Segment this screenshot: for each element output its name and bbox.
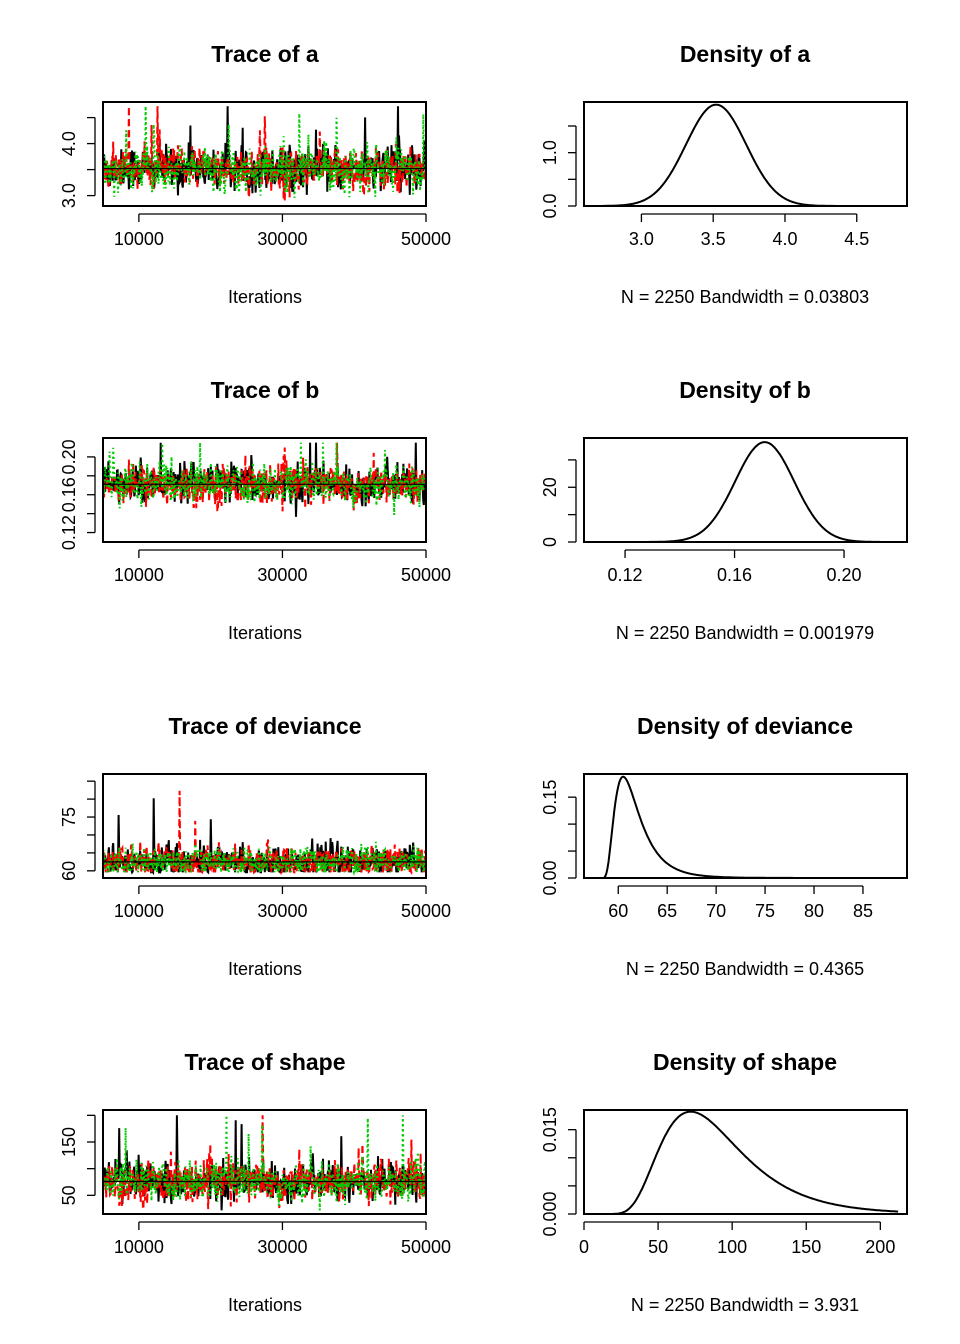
plot-title: Trace of b (211, 377, 320, 403)
plot-title: Density of deviance (637, 713, 853, 739)
x-axis-label: Iterations (228, 1295, 302, 1315)
plot-frame (102, 101, 427, 207)
y-tick-label: 1.0 (540, 140, 560, 165)
y-tick-label: 75 (59, 807, 79, 827)
x-tick-label: 65 (657, 901, 677, 921)
plot-title: Density of shape (653, 1049, 837, 1075)
x-tick-label: 30000 (257, 1237, 307, 1257)
x-axis-label: Iterations (228, 959, 302, 979)
plot-data-layer (597, 441, 899, 541)
x-tick-label: 10000 (114, 901, 164, 921)
trace-plot-b: Trace of b 10000 30000 50000 0.12 0.16 0.20 Ite… (59, 377, 451, 643)
x-tick-label: 3.0 (629, 229, 654, 249)
plot-frame (102, 773, 427, 879)
y-tick-label: 20 (540, 477, 560, 497)
chain-1-trace (104, 1115, 425, 1211)
x-tick-label: 3.5 (701, 229, 726, 249)
x-tick-label: 50000 (401, 901, 451, 921)
x-tick-label: 10000 (114, 1237, 164, 1257)
x-axis-label: N = 2250 Bandwidth = 0.03803 (621, 287, 869, 307)
x-tick-label: 30000 (257, 229, 307, 249)
plot-title: Trace of deviance (168, 713, 361, 739)
x-axis-label: N = 2250 Bandwidth = 0.4365 (626, 959, 864, 979)
chain-2-trace (104, 1115, 425, 1210)
y-tick-label: 0 (540, 537, 560, 547)
x-tick-label: 10000 (114, 229, 164, 249)
x-tick-label: 85 (853, 901, 873, 921)
x-axis-label: N = 2250 Bandwidth = 3.931 (631, 1295, 859, 1315)
plot-frame (583, 437, 908, 543)
y-tick-label: 0.00 (540, 860, 560, 895)
y-tick-label: 0.12 (59, 515, 79, 550)
density-plot-deviance: Density of deviance 60 65 70 75 80 85 0.00 0.15 N… (540, 713, 908, 979)
density-curve (602, 103, 903, 205)
x-tick-label: 80 (804, 901, 824, 921)
x-tick-label: 0.16 (717, 565, 752, 585)
x-tick-label: 30000 (257, 565, 307, 585)
y-tick-label: 0.15 (540, 780, 560, 815)
y-tick-label: 0.0 (540, 193, 560, 218)
density-curve (597, 441, 899, 541)
plot-frame (583, 1109, 908, 1215)
trace-plot-shape: Trace of shape 10000 30000 50000 50 150 Iterat… (59, 1049, 451, 1315)
chain-3-trace (104, 1115, 425, 1211)
x-tick-label: 0.20 (827, 565, 862, 585)
plot-title: Trace of a (211, 41, 319, 67)
plot-data-layer (594, 1111, 899, 1213)
x-tick-label: 70 (706, 901, 726, 921)
trace-plot-deviance: Trace of deviance 10000 30000 50000 60 75 Iter… (59, 713, 451, 979)
plot-data-layer (104, 1115, 425, 1211)
x-axis-label: Iterations (228, 623, 302, 643)
plot-data-layer (600, 775, 895, 877)
x-tick-label: 30000 (257, 901, 307, 921)
x-tick-label: 150 (791, 1237, 821, 1257)
plot-frame (102, 437, 427, 543)
x-axis-label: Iterations (228, 287, 302, 307)
x-tick-label: 4.5 (844, 229, 869, 249)
x-tick-label: 100 (717, 1237, 747, 1257)
x-tick-label: 60 (608, 901, 628, 921)
x-tick-label: 50 (648, 1237, 668, 1257)
x-tick-label: 50000 (401, 1237, 451, 1257)
x-tick-label: 4.0 (772, 229, 797, 249)
y-tick-label: 0.000 (540, 1191, 560, 1236)
plot-title: Density of a (680, 41, 811, 67)
plot-data-layer (104, 790, 425, 876)
x-axis-label: N = 2250 Bandwidth = 0.001979 (616, 623, 874, 643)
y-tick-label: 0.16 (59, 477, 79, 512)
y-tick-label: 0.20 (59, 439, 79, 474)
x-tick-label: 0.12 (608, 565, 643, 585)
x-tick-label: 75 (755, 901, 775, 921)
y-tick-label: 4.0 (59, 131, 79, 156)
chain-2-trace (104, 442, 425, 513)
plot-data-layer (602, 103, 903, 205)
y-tick-label: 3.0 (59, 183, 79, 208)
density-plot-b: Density of b 0.12 0.16 0.20 0 20 N = 2250 Band… (540, 377, 908, 643)
y-tick-label: 50 (59, 1185, 79, 1205)
plot-frame (583, 773, 908, 879)
x-tick-label: 10000 (114, 565, 164, 585)
density-curve (600, 775, 895, 877)
x-tick-label: 50000 (401, 565, 451, 585)
chain-3-trace (104, 841, 425, 876)
plot-title: Density of b (679, 377, 811, 403)
density-curve (594, 1111, 899, 1213)
density-plot-shape: Density of shape 0 50 100 150 200 0.000 0.015 N … (540, 1049, 908, 1315)
plot-data-layer (104, 442, 425, 517)
trace-plot-a: Trace of a 10000 30000 50000 3.0 4.0 Iteration… (59, 41, 451, 307)
density-plot-a: Density of a 3.0 3.5 4.0 4.5 0.0 1.0 N = 2250 B… (540, 41, 908, 307)
plot-frame (102, 1109, 427, 1215)
plot-frame (583, 101, 908, 207)
x-tick-label: 50000 (401, 229, 451, 249)
x-tick-label: 200 (865, 1237, 895, 1257)
plot-title: Trace of shape (184, 1049, 345, 1075)
plot-data-layer (104, 106, 425, 201)
y-tick-label: 150 (59, 1127, 79, 1157)
x-tick-label: 0 (579, 1237, 589, 1257)
y-tick-label: 0.015 (540, 1107, 560, 1152)
chain-3-trace (104, 442, 425, 516)
y-tick-label: 60 (59, 861, 79, 881)
